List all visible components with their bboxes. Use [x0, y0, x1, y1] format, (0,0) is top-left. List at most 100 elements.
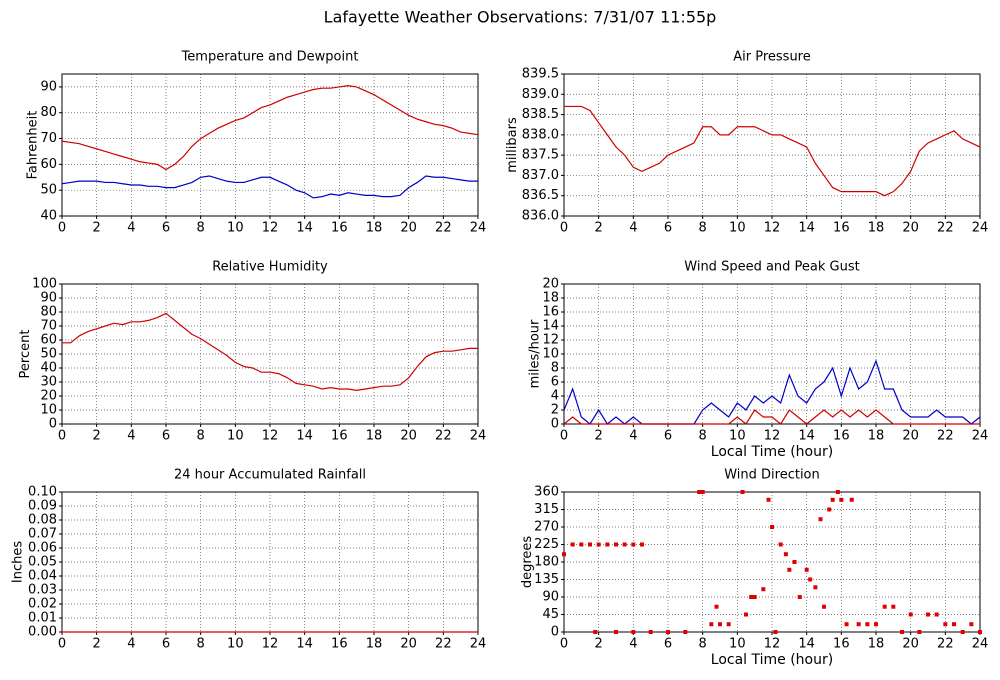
- data-point: [697, 490, 702, 494]
- y-tick-label: 0.05: [28, 555, 57, 570]
- x-tick-label: 0: [560, 221, 568, 236]
- x-tick-label: 2: [595, 429, 603, 444]
- data-point: [827, 507, 832, 512]
- data-point: [943, 622, 948, 627]
- x-tick-label: 14: [798, 221, 815, 236]
- y-tick-label: 70: [40, 131, 57, 146]
- x-tick-label: 18: [366, 221, 383, 236]
- y-tick-label: 0.00: [28, 625, 57, 640]
- data-point: [830, 497, 835, 502]
- y-tick-label: 40: [40, 361, 57, 376]
- x-tick-label: 8: [699, 221, 707, 236]
- x-tick-label: 0: [58, 429, 66, 444]
- data-point: [792, 560, 797, 564]
- chart-title: 24 hour Accumulated Rainfall: [174, 468, 366, 483]
- x-tick-label: 4: [127, 221, 135, 236]
- y-tick-label: 0.10: [28, 485, 57, 500]
- data-line: [563, 359, 981, 425]
- data-point: [778, 542, 783, 547]
- data-point: [813, 585, 818, 590]
- data-point: [605, 542, 610, 547]
- y-tick-label: 180: [534, 555, 559, 570]
- data-point: [783, 552, 788, 557]
- x-tick-label: 12: [764, 221, 781, 236]
- data-point: [839, 497, 844, 502]
- x-tick-label: 0: [560, 637, 568, 652]
- data-line: [564, 105, 981, 197]
- x-tick-label: 18: [366, 429, 383, 444]
- data-line: [62, 312, 478, 392]
- x-tick-label: 16: [833, 637, 850, 652]
- y-tick-label: 0.01: [28, 611, 57, 626]
- data-point: [640, 542, 644, 547]
- y-tick-label: 8: [551, 361, 559, 376]
- x-tick-label: 8: [197, 637, 205, 652]
- y-tick-label: 10: [40, 403, 57, 418]
- y-tick-label: 839.0: [522, 87, 559, 102]
- y-tick-label: 135: [534, 572, 559, 587]
- data-point: [631, 542, 636, 547]
- data-point: [770, 525, 774, 529]
- y-tick-label: 14: [542, 319, 559, 334]
- data-point: [648, 630, 653, 634]
- x-tick-label: 20: [902, 637, 919, 652]
- data-point: [934, 612, 939, 617]
- x-tick-label: 14: [798, 637, 815, 652]
- y-tick-label: 12: [542, 333, 559, 348]
- data-point: [969, 622, 974, 627]
- data-point: [844, 622, 849, 627]
- x-tick-label: 20: [400, 637, 417, 652]
- data-point: [709, 622, 714, 627]
- y-tick-label: 80: [40, 105, 57, 120]
- plot-frame: [563, 73, 981, 217]
- y-tick-label: 60: [40, 333, 57, 348]
- data-point: [908, 612, 913, 617]
- y-tick-label: 2: [551, 403, 559, 418]
- chart-title: Wind Direction: [724, 468, 820, 483]
- x-tick-label: 8: [699, 429, 707, 444]
- x-tick-label: 4: [629, 429, 637, 444]
- x-tick-label: 14: [296, 637, 313, 652]
- y-tick-label: 0.03: [28, 583, 57, 598]
- data-point: [562, 552, 566, 557]
- y-axis-label: miles/hour: [528, 319, 543, 388]
- x-tick-label: 12: [262, 637, 279, 652]
- x-tick-label: 12: [262, 221, 279, 236]
- data-point: [666, 630, 670, 634]
- x-tick-label: 6: [162, 637, 170, 652]
- y-tick-label: 90: [40, 79, 57, 94]
- data-point: [766, 497, 771, 502]
- x-tick-label: 22: [937, 637, 954, 652]
- x-tick-label: 16: [331, 637, 348, 652]
- y-tick-label: 4: [551, 389, 559, 404]
- chart-panel: 24 hour Accumulated Rainfall 0.000.010.02…: [11, 468, 487, 652]
- x-tick-label: 22: [435, 637, 452, 652]
- x-tick-label: 8: [699, 637, 707, 652]
- data-point: [804, 567, 809, 572]
- x-tick-label: 24: [972, 221, 989, 236]
- chart-title: Air Pressure: [733, 50, 811, 65]
- x-tick-label: 6: [664, 637, 672, 652]
- data-point: [835, 490, 840, 494]
- x-tick-label: 24: [470, 637, 487, 652]
- y-tick-label: 10: [542, 347, 559, 362]
- y-tick-label: 60: [40, 157, 57, 172]
- x-tick-label: 10: [729, 637, 746, 652]
- data-point: [787, 567, 792, 572]
- data-point: [593, 630, 598, 634]
- data-point: [588, 542, 592, 547]
- x-tick-label: 10: [227, 221, 244, 236]
- x-tick-label: 20: [902, 221, 919, 236]
- x-tick-label: 2: [93, 221, 101, 236]
- data-point: [761, 587, 766, 592]
- data-point: [740, 490, 745, 494]
- y-tick-label: 20: [542, 277, 559, 292]
- page-title: Lafayette Weather Observations: 7/31/07 …: [324, 8, 717, 27]
- chart-title: Relative Humidity: [212, 260, 328, 275]
- data-point: [865, 622, 870, 627]
- x-tick-label: 6: [664, 429, 672, 444]
- y-axis-label: Percent: [18, 330, 33, 379]
- x-tick-label: 24: [470, 429, 487, 444]
- x-tick-label: 4: [127, 637, 135, 652]
- data-line: [61, 85, 479, 171]
